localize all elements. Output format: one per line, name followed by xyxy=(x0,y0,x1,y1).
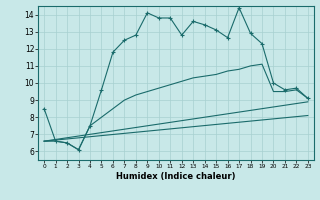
X-axis label: Humidex (Indice chaleur): Humidex (Indice chaleur) xyxy=(116,172,236,181)
